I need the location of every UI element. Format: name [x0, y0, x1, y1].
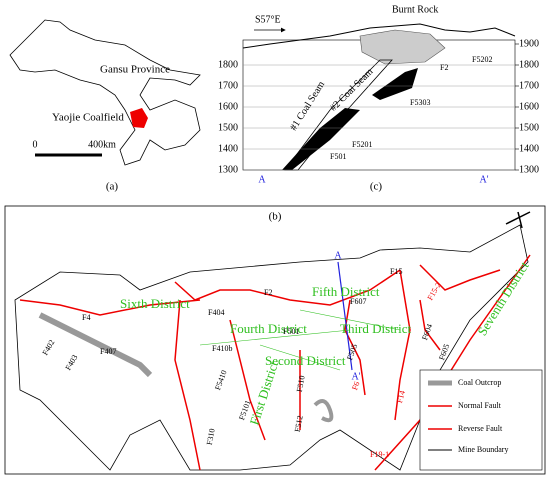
legend-label: Coal Outcrop	[458, 378, 501, 387]
scale-label: 0	[33, 139, 38, 150]
province-outline	[9, 19, 201, 166]
scale-label: 400km	[88, 139, 116, 150]
elevation-tick-label: 1300	[218, 164, 238, 175]
seam-label: #1 Coal Seam	[288, 79, 327, 133]
fault-label: F2	[440, 63, 448, 72]
district-boundaries	[199, 309, 401, 371]
fault-label: F310	[205, 428, 217, 446]
district-label: Fifth District	[312, 284, 380, 299]
faults	[19, 254, 531, 471]
district-label: Seventh District	[474, 259, 532, 339]
seam-label: #2 Coal Seam	[328, 66, 376, 114]
fault-label: F512	[293, 415, 305, 433]
coalfield-label: Yaojie Coalfield	[52, 112, 124, 124]
fault-label: F2	[264, 288, 272, 297]
elevation-tick-label: 1400	[519, 143, 539, 154]
section-line	[337, 261, 353, 371]
district-label: Fourth District	[230, 321, 307, 336]
legend-label: Reverse Fault	[458, 424, 503, 433]
elevation-tick-label: 1600	[218, 101, 238, 112]
fault-label: F5201	[352, 140, 372, 149]
elevation-tick-label: 1400	[218, 143, 238, 154]
elevation-tick-label: 1500	[519, 122, 539, 133]
fault-label: F410b	[212, 344, 232, 353]
fault-label: F505	[345, 343, 359, 362]
elevation-tick-label: 1300	[519, 164, 539, 175]
fault-label: F407	[100, 347, 116, 356]
fault-label: F14	[395, 390, 407, 404]
panel-label: (c)	[370, 181, 383, 193]
fault-label: F15	[390, 267, 402, 276]
panel-label: (a)	[106, 181, 119, 193]
section-end: A	[258, 174, 266, 185]
elevation-tick-label: 1500	[218, 122, 238, 133]
fault-label: F6	[350, 380, 361, 391]
elevation-tick-label: 1700	[519, 80, 539, 91]
elevation-tick-label: 1800	[218, 59, 238, 70]
district-label: Third District	[340, 321, 412, 336]
fault-label: F607	[350, 297, 366, 306]
fault-label: F404	[208, 308, 224, 317]
coal-outcrop	[313, 399, 334, 423]
district-label: Sixth District	[120, 296, 190, 311]
coal-seam-2-fill	[372, 68, 418, 100]
burnt-rock	[359, 29, 446, 65]
district-label: First District	[246, 359, 281, 427]
fault-label: F19-1	[370, 450, 389, 459]
elevation-tick-label: 1900	[519, 38, 539, 49]
burnt-rock-label: Burnt Rock	[392, 4, 438, 15]
coal-seam-1-fill	[282, 108, 360, 170]
topography	[242, 23, 516, 49]
fault-label: F510	[295, 375, 307, 393]
fault-label: F5410	[213, 369, 228, 391]
elevation-tick-label: 1800	[519, 59, 539, 70]
fault-label: F501	[283, 327, 299, 336]
legend-label: Mine Boundary	[458, 445, 508, 454]
fault-label: F15-2	[426, 281, 443, 302]
legend-label: Normal Fault	[458, 401, 502, 410]
legend-box	[419, 369, 543, 471]
district-label: Second District	[265, 353, 346, 368]
section-end: A	[334, 250, 342, 261]
section-end: A'	[479, 174, 488, 185]
coal-outcrop	[38, 312, 153, 378]
panel-frame	[4, 205, 546, 475]
elevation-tick-label: 1600	[519, 101, 539, 112]
coalfield-area	[130, 108, 148, 128]
fault-label: F605	[437, 343, 451, 362]
section-end: A'	[351, 371, 360, 382]
fault-label: F403	[64, 353, 80, 372]
fault-label: F4	[82, 313, 90, 322]
fault-label: F5303	[410, 98, 430, 107]
fault-label: F501	[330, 152, 346, 161]
panel-label: (b)	[269, 211, 282, 223]
province-label: Gansu Province	[100, 64, 170, 76]
direction-label: S57°E	[255, 14, 281, 25]
north-arrow	[505, 211, 531, 229]
elevation-tick-label: 1700	[218, 80, 238, 91]
fault-label: F402	[41, 338, 57, 357]
fault-label: F5202	[472, 55, 492, 64]
